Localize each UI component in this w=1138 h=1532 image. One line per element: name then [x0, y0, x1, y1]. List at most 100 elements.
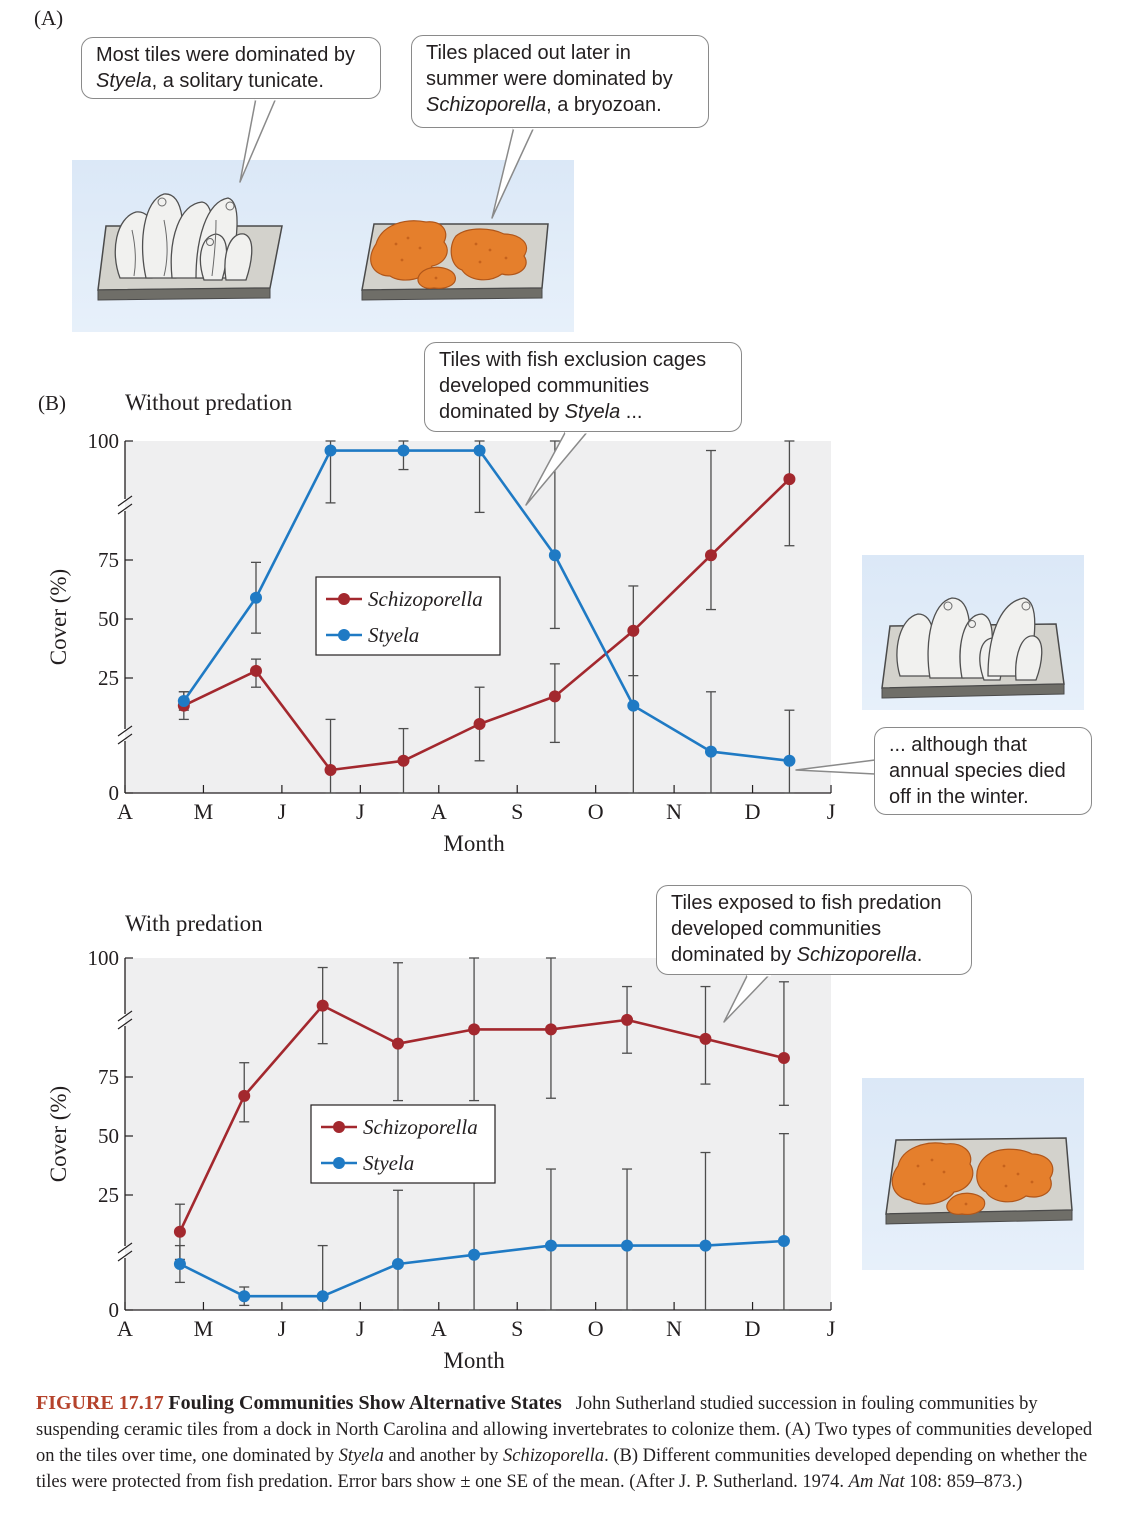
legend-swatch-marker [333, 1157, 345, 1169]
data-point-styela [704, 745, 717, 758]
data-point-schizoporella [250, 664, 263, 677]
data-point-styela [316, 1290, 329, 1303]
callout-annual-died-off: ... although that annual species died of… [874, 727, 1092, 815]
x-tick-label: A [117, 1316, 133, 1341]
y-tick-label: 100 [88, 429, 120, 453]
data-point-schizoporella [324, 764, 337, 776]
y-tick-label: 25 [98, 1183, 119, 1207]
data-point-styela [177, 695, 190, 707]
data-point-styela [238, 1290, 251, 1303]
x-tick-label: S [511, 1316, 523, 1341]
y-tick-label: 0 [109, 1298, 120, 1322]
chart-without-predation: Without predation 0 25 50 75 100 A M J J A S O N D J Mon… [46, 390, 836, 856]
y-tick-label: 75 [98, 548, 119, 572]
x-tick-label: A [431, 799, 447, 824]
axis-break-mark [117, 733, 133, 745]
y-tick-label: 50 [98, 1124, 119, 1148]
x-tick-label: A [117, 799, 133, 824]
data-point-schizoporella [238, 1089, 251, 1102]
schizoporella-tile-illustration [361, 220, 549, 301]
figure-title: Fouling Communities Show Alternative Sta… [168, 1392, 562, 1414]
legend-swatch-marker [338, 629, 350, 641]
x-axis-label: Month [443, 831, 505, 856]
x-tick-label: J [827, 799, 836, 824]
legend-swatch-marker [333, 1121, 345, 1133]
data-point-styela [391, 1258, 404, 1270]
data-point-styela [324, 444, 337, 457]
legend-box [315, 576, 501, 656]
axis-break-mark [117, 1250, 133, 1262]
legend-label: Styela [363, 1151, 414, 1175]
data-point-styela [173, 1258, 186, 1270]
data-point-schizoporella [468, 1023, 481, 1036]
x-tick-label: D [745, 1316, 761, 1341]
x-tick-label: M [194, 1316, 214, 1341]
data-point-styela [397, 444, 410, 457]
data-point-schizoporella [621, 1013, 634, 1026]
axis-break-mark [117, 495, 133, 507]
axis-break-gap-outer [117, 499, 125, 511]
y-tick-label: 75 [98, 1065, 119, 1089]
data-point-styela [473, 444, 486, 457]
x-tick-label: O [588, 1316, 604, 1341]
data-point-schizoporella [544, 1023, 557, 1036]
data-point-schizoporella [397, 754, 410, 767]
axis-break-mark [117, 1018, 133, 1030]
data-point-schizoporella [699, 1032, 712, 1045]
legend-label: Styela [368, 623, 419, 647]
data-point-styela [468, 1248, 481, 1261]
axis-break-mark [117, 503, 133, 515]
data-point-schizoporella [777, 1051, 790, 1064]
figure-number: FIGURE 17.17 [36, 1392, 164, 1414]
legend-swatch-marker [338, 593, 350, 605]
callout-fish-predation: Tiles exposed to fish predation develope… [656, 885, 972, 975]
axis-break-gap-outer [117, 1014, 125, 1026]
data-point-styela [621, 1239, 634, 1252]
y-tick-label: 0 [109, 781, 120, 805]
styela-tile-illustration-right [881, 597, 1065, 699]
callout-styela-dominated: Most tiles were dominated by Styela, a s… [81, 37, 381, 99]
panel-b-label: (B) [38, 391, 66, 415]
data-point-schizoporella [473, 718, 486, 730]
x-tick-label: J [278, 799, 287, 824]
axis-break-gap-outer [117, 1246, 125, 1258]
x-tick-label: A [431, 1316, 447, 1341]
x-axis-label: Month [443, 1348, 505, 1373]
legend-box [310, 1104, 496, 1184]
chart-title: With predation [125, 911, 263, 936]
data-point-styela [544, 1239, 557, 1252]
data-point-schizoporella [704, 549, 717, 562]
y-tick-label: 25 [98, 666, 119, 690]
x-tick-label: J [356, 799, 365, 824]
schizoporella-tile-illustration-right [885, 1137, 1073, 1225]
y-axis-label: Cover (%) [46, 569, 71, 665]
axis-break-mark [117, 725, 133, 737]
data-point-styela [783, 754, 796, 767]
x-tick-label: S [511, 799, 523, 824]
data-point-schizoporella [783, 473, 796, 486]
x-tick-label: J [827, 1316, 836, 1341]
legend-label: Schizoporella [363, 1115, 478, 1139]
data-point-schizoporella [548, 690, 561, 703]
callout-schizoporella-later: Tiles placed out later in summer were do… [411, 35, 709, 128]
data-point-styela [250, 591, 263, 604]
legend-label: Schizoporella [368, 587, 483, 611]
data-point-styela [777, 1235, 790, 1247]
y-tick-label: 50 [98, 607, 119, 631]
x-tick-label: O [588, 799, 604, 824]
x-tick-label: J [356, 1316, 365, 1341]
axis-break-mark [117, 1010, 133, 1022]
data-point-schizoporella [173, 1225, 186, 1238]
chart-with-predation: With predation 0 25 50 75 100 A M J J A S O N D J Month C… [46, 911, 836, 1373]
y-axis-label: Cover (%) [46, 1086, 71, 1182]
chart-title: Without predation [125, 390, 293, 415]
data-point-schizoporella [316, 999, 329, 1012]
axis-break-gap-outer [117, 729, 125, 741]
data-point-schizoporella [627, 624, 640, 637]
x-tick-label: N [666, 799, 682, 824]
x-tick-label: N [666, 1316, 682, 1341]
styela-tile-illustration [97, 193, 283, 301]
x-tick-label: J [278, 1316, 287, 1341]
axis-break-mark [117, 1242, 133, 1254]
